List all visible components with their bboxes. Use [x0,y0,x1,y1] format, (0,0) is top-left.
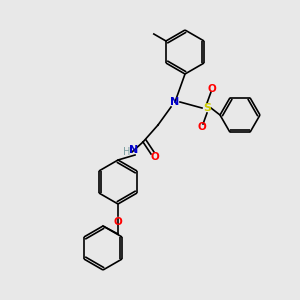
Text: N: N [170,97,180,107]
Text: S: S [203,103,211,113]
Text: O: O [114,217,122,227]
Text: O: O [151,152,159,162]
Text: O: O [208,84,216,94]
Text: N: N [129,145,139,155]
Text: O: O [198,122,206,132]
Text: H: H [123,147,131,157]
